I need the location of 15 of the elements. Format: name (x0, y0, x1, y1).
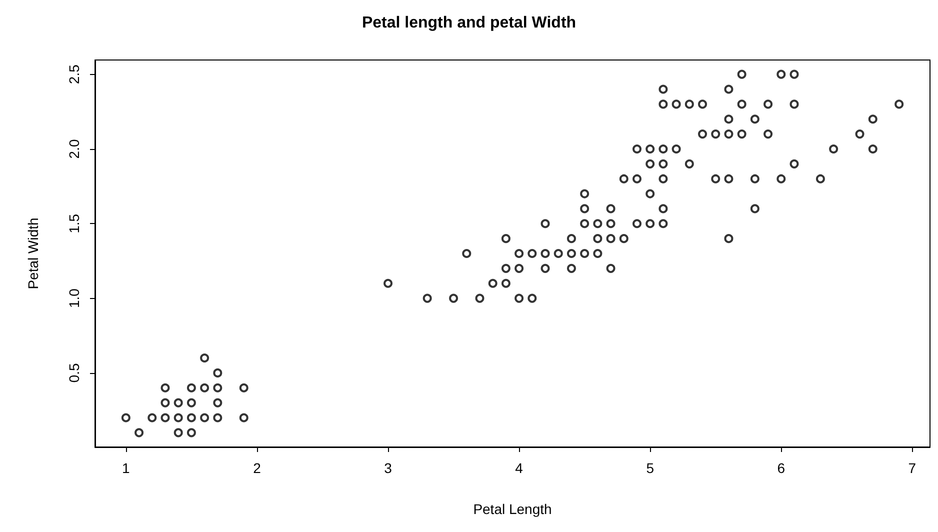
chart-title: Petal length and petal Width (362, 14, 576, 32)
x-tick-label: 1 (122, 460, 130, 476)
x-tick-label: 6 (777, 460, 786, 476)
y-axis-title: Petal Width (25, 218, 41, 290)
y-tick-label: 1.0 (66, 288, 82, 308)
x-tick-label: 4 (515, 460, 524, 476)
y-tick-label: 0.5 (66, 363, 82, 383)
x-tick-label: 3 (384, 460, 392, 476)
x-tick-label: 7 (908, 460, 916, 476)
y-tick-label: 2.5 (66, 64, 82, 84)
x-axis-title: Petal Length (473, 501, 552, 517)
y-tick-label: 2.0 (66, 139, 82, 159)
x-tick-label: 5 (646, 460, 654, 476)
y-tick-label: 1.5 (66, 214, 82, 234)
x-tick-label: 2 (253, 460, 262, 476)
